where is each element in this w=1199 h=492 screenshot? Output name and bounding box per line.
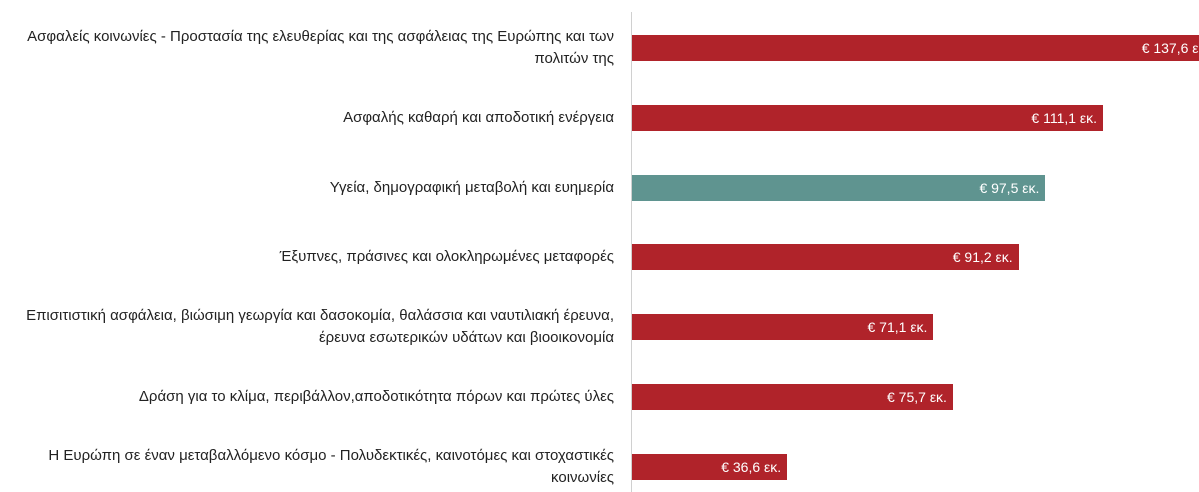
category-label: Ασφαλείς κοινωνίες - Προστασία της ελευθ… — [27, 28, 614, 67]
value-label: € 71,1 εκ. — [867, 319, 928, 336]
category-label: Επισιτιστική ασφάλεια, βιώσιμη γεωργία κ… — [26, 307, 614, 347]
bar: € 91,2 εκ. — [632, 244, 1019, 271]
bar: € 111,1 εκ. — [632, 104, 1104, 131]
axis-line — [631, 12, 632, 492]
bar: € 71,1 εκ. — [632, 314, 934, 341]
value-label: € 97,5 εκ. — [979, 179, 1040, 196]
category-label: Έξυπνες, πράσινες και ολοκληρωμένες μετα… — [279, 248, 614, 266]
category-label: Υγεία, δημογραφική μεταβολή και ευημερία — [329, 178, 614, 196]
category-label: Η Ευρώπη σε έναν μεταβαλλόμενο κόσμο - Π… — [48, 446, 614, 486]
bar: € 75,7 εκ. — [632, 384, 953, 410]
value-label: € 75,7 εκ. — [887, 389, 947, 405]
category-label: Δράση για το κλίμα, περιβάλλον,αποδοτικό… — [138, 388, 614, 405]
value-label: € 36,6 εκ. — [721, 458, 782, 475]
value-label: € 137,6 εκ. — [1141, 40, 1199, 56]
bar: € 137,6 εκ. — [632, 35, 1199, 61]
category-label: Ασφαλής καθαρή και αποδοτική ενέργεια — [343, 108, 614, 126]
value-label: € 111,1 εκ. — [1031, 109, 1098, 126]
bar: € 36,6 εκ. — [632, 453, 788, 480]
value-label: € 91,2 εκ. — [952, 249, 1013, 266]
bar: € 97,5 εκ. — [632, 174, 1046, 201]
